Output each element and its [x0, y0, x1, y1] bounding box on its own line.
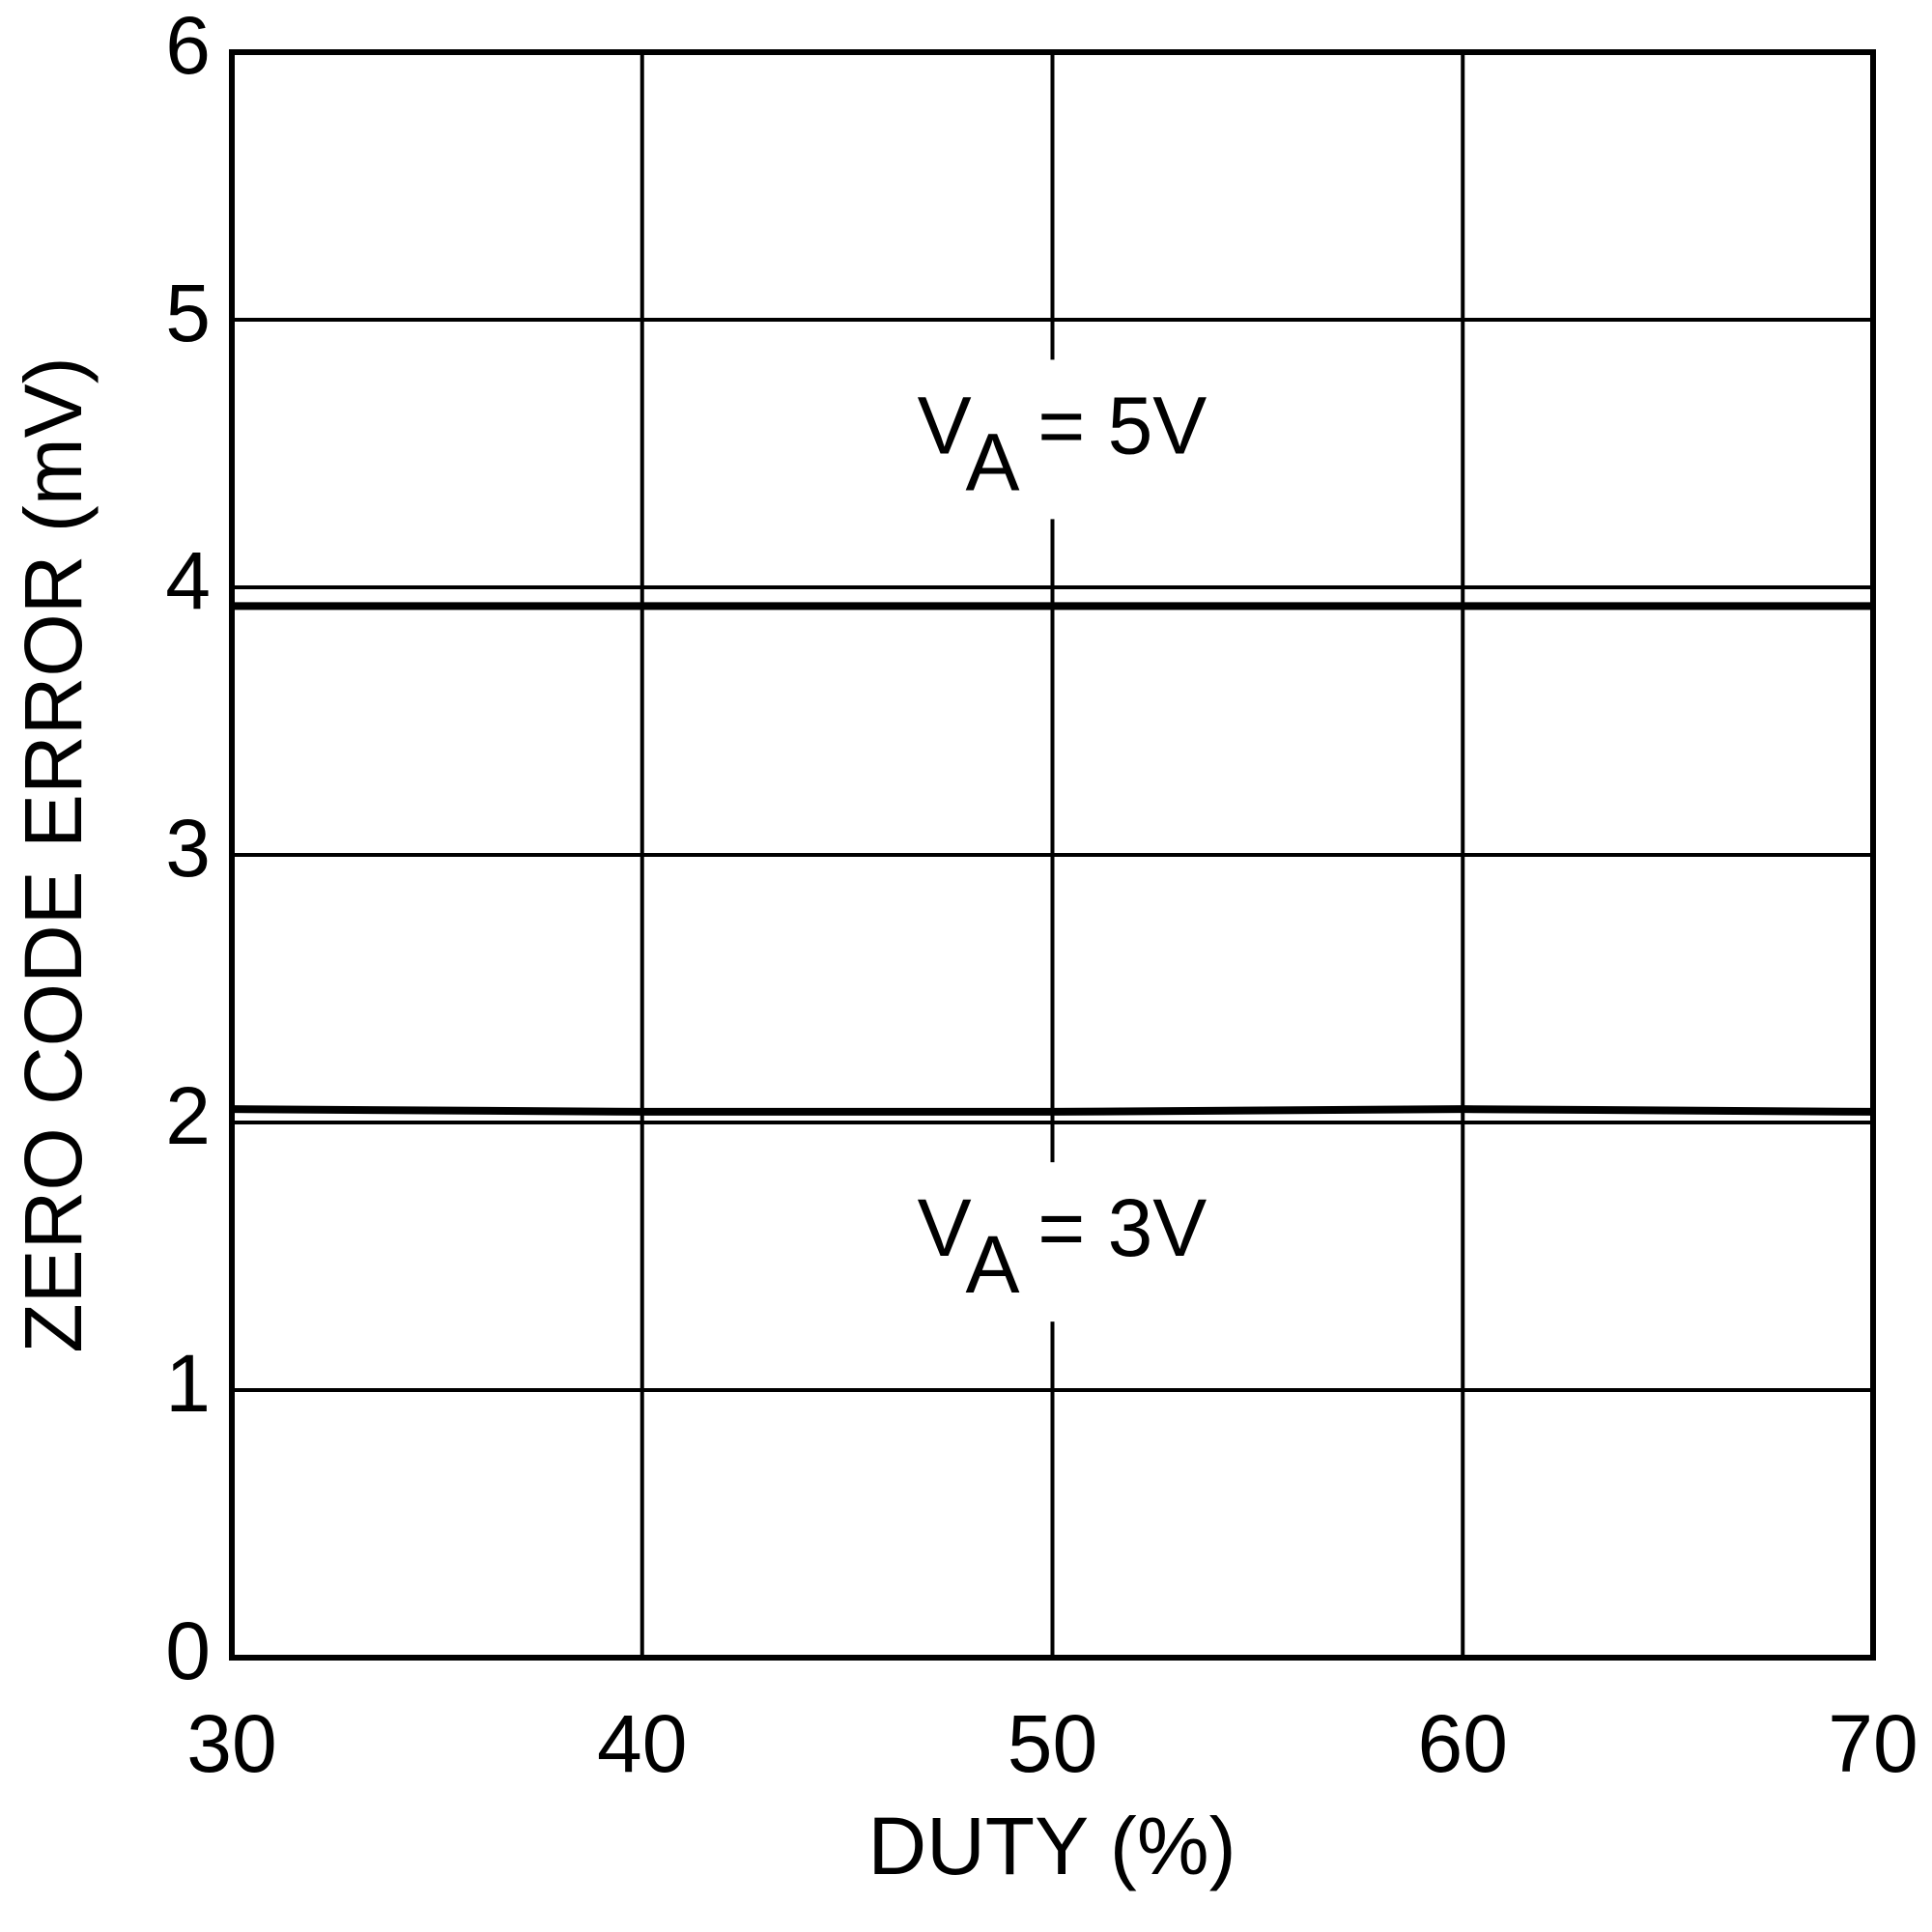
- y-axis-label: ZERO CODE ERROR (mV): [8, 356, 99, 1352]
- series-label: VA = 3V: [918, 1182, 1208, 1310]
- x-tick-label: 30: [186, 1698, 276, 1789]
- y-tick-label: 5: [165, 268, 211, 358]
- x-tick-label: 40: [597, 1698, 687, 1789]
- x-tick-label: 50: [1008, 1698, 1097, 1789]
- y-tick-label: 4: [165, 535, 211, 626]
- x-tick-label: 60: [1418, 1698, 1508, 1789]
- label-subscript: A: [965, 417, 1019, 508]
- series-label: VA = 5V: [918, 381, 1208, 508]
- label-part: = 3V: [1015, 1182, 1207, 1273]
- x-axis-label: DUTY (%): [867, 1801, 1236, 1891]
- x-tick-label: 70: [1828, 1698, 1918, 1789]
- y-tick-label: 6: [165, 0, 211, 91]
- series-line: [231, 1105, 1874, 1116]
- y-tick-label: 0: [165, 1605, 211, 1696]
- y-tick-label: 2: [165, 1070, 211, 1161]
- label-part: V: [918, 381, 972, 471]
- y-tick-label: 1: [165, 1338, 211, 1429]
- label-subscript: A: [965, 1219, 1019, 1310]
- label-background: [907, 359, 1227, 520]
- plot-frame: [229, 49, 1876, 1661]
- label-part: = 5V: [1015, 381, 1207, 471]
- label-part: V: [918, 1182, 972, 1273]
- y-tick-label: 3: [165, 803, 211, 894]
- label-background: [907, 1162, 1227, 1322]
